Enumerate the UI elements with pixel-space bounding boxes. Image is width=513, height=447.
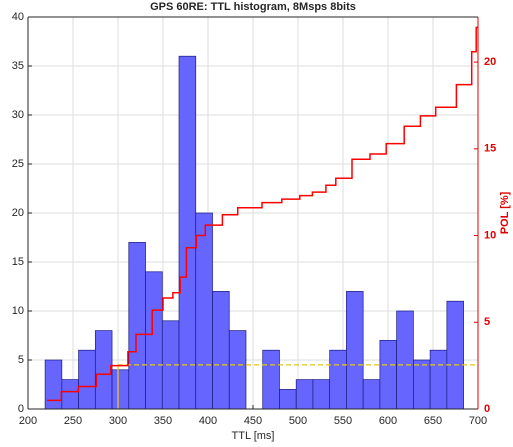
y2-axis-label: POL [%]	[499, 191, 511, 234]
y-tick-label: 0	[18, 403, 24, 415]
x-tick-label: 400	[199, 415, 217, 427]
x-tick-label: 450	[244, 415, 262, 427]
bar	[145, 271, 163, 410]
x-tick-label: 650	[424, 415, 442, 427]
bar	[446, 300, 464, 410]
y-tick-label: 10	[12, 305, 24, 317]
bar	[295, 379, 314, 410]
bar	[44, 359, 63, 410]
x-tick-label: 200	[19, 415, 37, 427]
y-tick-label: 20	[12, 207, 24, 219]
y2-tick-label: 0	[484, 403, 490, 415]
y2-tick-label: 20	[484, 56, 496, 68]
x-tick-label: 600	[379, 415, 397, 427]
bar	[396, 310, 414, 410]
bar	[78, 349, 96, 410]
y2-tick-label: 15	[484, 143, 496, 155]
x-tick-label: 350	[154, 415, 172, 427]
x-tick-label: 700	[469, 415, 487, 427]
bar	[128, 242, 146, 410]
bar	[178, 55, 197, 410]
bar	[379, 340, 397, 410]
bar	[61, 379, 79, 410]
bar	[346, 291, 364, 410]
bar	[413, 359, 431, 410]
chart-title: GPS 60RE: TTL histogram, 8Msps 8bits	[150, 1, 356, 13]
bar	[195, 212, 213, 410]
pol-line	[46, 26, 478, 402]
bar	[312, 379, 331, 410]
y-tick-label: 40	[12, 11, 24, 23]
y-tick-label: 5	[18, 354, 24, 366]
bar	[94, 330, 113, 410]
bar	[262, 349, 280, 410]
bar	[228, 330, 247, 410]
bar	[429, 349, 448, 410]
y-tick-label: 15	[12, 256, 24, 268]
x-axis-label: TTL [ms]	[232, 430, 275, 442]
bar	[279, 389, 297, 410]
x-tick-label: 300	[109, 415, 127, 427]
bar	[111, 369, 130, 410]
y2-tick-label: 5	[484, 316, 490, 328]
bar	[329, 349, 347, 410]
y-tick-label: 30	[12, 109, 24, 121]
y-tick-label: 25	[12, 158, 24, 170]
y2-tick-label: 10	[484, 229, 496, 241]
x-tick-label: 250	[64, 415, 82, 427]
bar	[212, 291, 230, 410]
y-tick-label: 35	[12, 60, 24, 72]
x-tick-label: 550	[334, 415, 352, 427]
x-tick-label: 500	[289, 415, 307, 427]
bar	[362, 379, 381, 410]
